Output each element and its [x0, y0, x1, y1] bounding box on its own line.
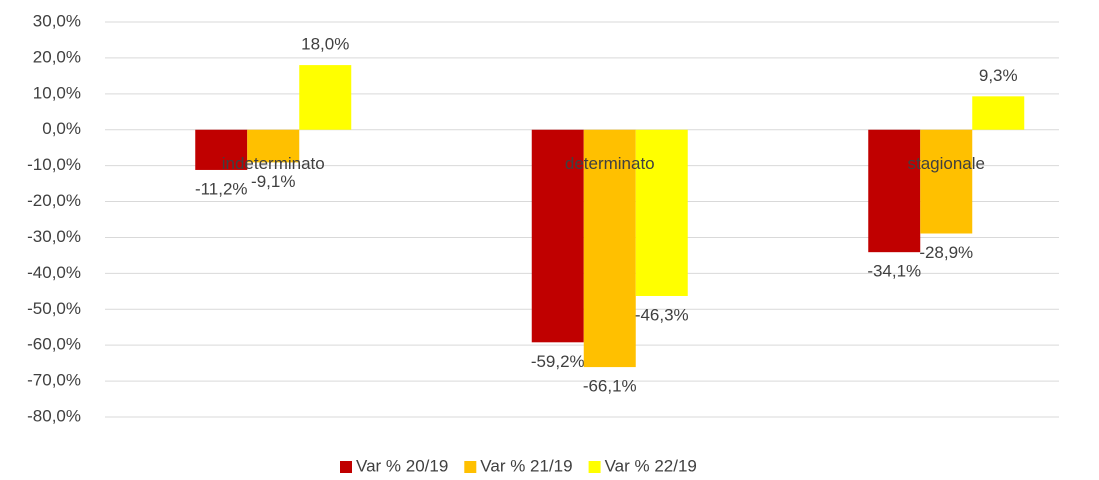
category-label: stagionale [907, 154, 985, 173]
data-label: -46,3% [635, 305, 689, 324]
bar [195, 129, 248, 170]
category-label: determinato [565, 154, 655, 173]
y-tick-label: -20,0% [27, 191, 81, 210]
data-label: -11,2% [195, 179, 248, 198]
bar [635, 129, 688, 296]
y-tick-label: -30,0% [27, 227, 81, 246]
y-tick-label: -70,0% [27, 371, 81, 390]
bar [299, 65, 352, 130]
data-label: 9,3% [979, 66, 1018, 85]
legend-swatch [340, 461, 352, 473]
y-tick-label: -40,0% [27, 263, 81, 282]
y-tick-label: -10,0% [27, 155, 81, 174]
data-label: -59,2% [531, 352, 585, 371]
bar [920, 129, 973, 234]
y-tick-label: 10,0% [33, 83, 81, 102]
y-tick-label: 30,0% [33, 11, 81, 30]
bar [247, 129, 300, 163]
data-label: -28,9% [919, 243, 973, 262]
legend-swatch [588, 461, 601, 473]
legend-label: Var % 20/19 [356, 456, 448, 475]
y-tick-label: -50,0% [27, 299, 81, 318]
y-tick-label: 0,0% [42, 119, 81, 138]
data-label: -66,1% [583, 377, 637, 396]
legend-label: Var % 22/19 [605, 456, 697, 475]
data-label: 18,0% [301, 35, 349, 54]
category-label: indeterminato [222, 154, 325, 173]
y-tick-label: -60,0% [27, 335, 81, 354]
bar [972, 96, 1025, 130]
bar [868, 129, 921, 253]
y-tick-label: 20,0% [33, 47, 81, 66]
data-label: -9,1% [251, 172, 295, 191]
data-label: -34,1% [867, 262, 921, 281]
y-tick-label: -80,0% [27, 406, 81, 425]
bar [583, 129, 636, 368]
legend-label: Var % 21/19 [480, 456, 572, 475]
bar [531, 129, 584, 343]
legend-swatch [464, 461, 477, 473]
